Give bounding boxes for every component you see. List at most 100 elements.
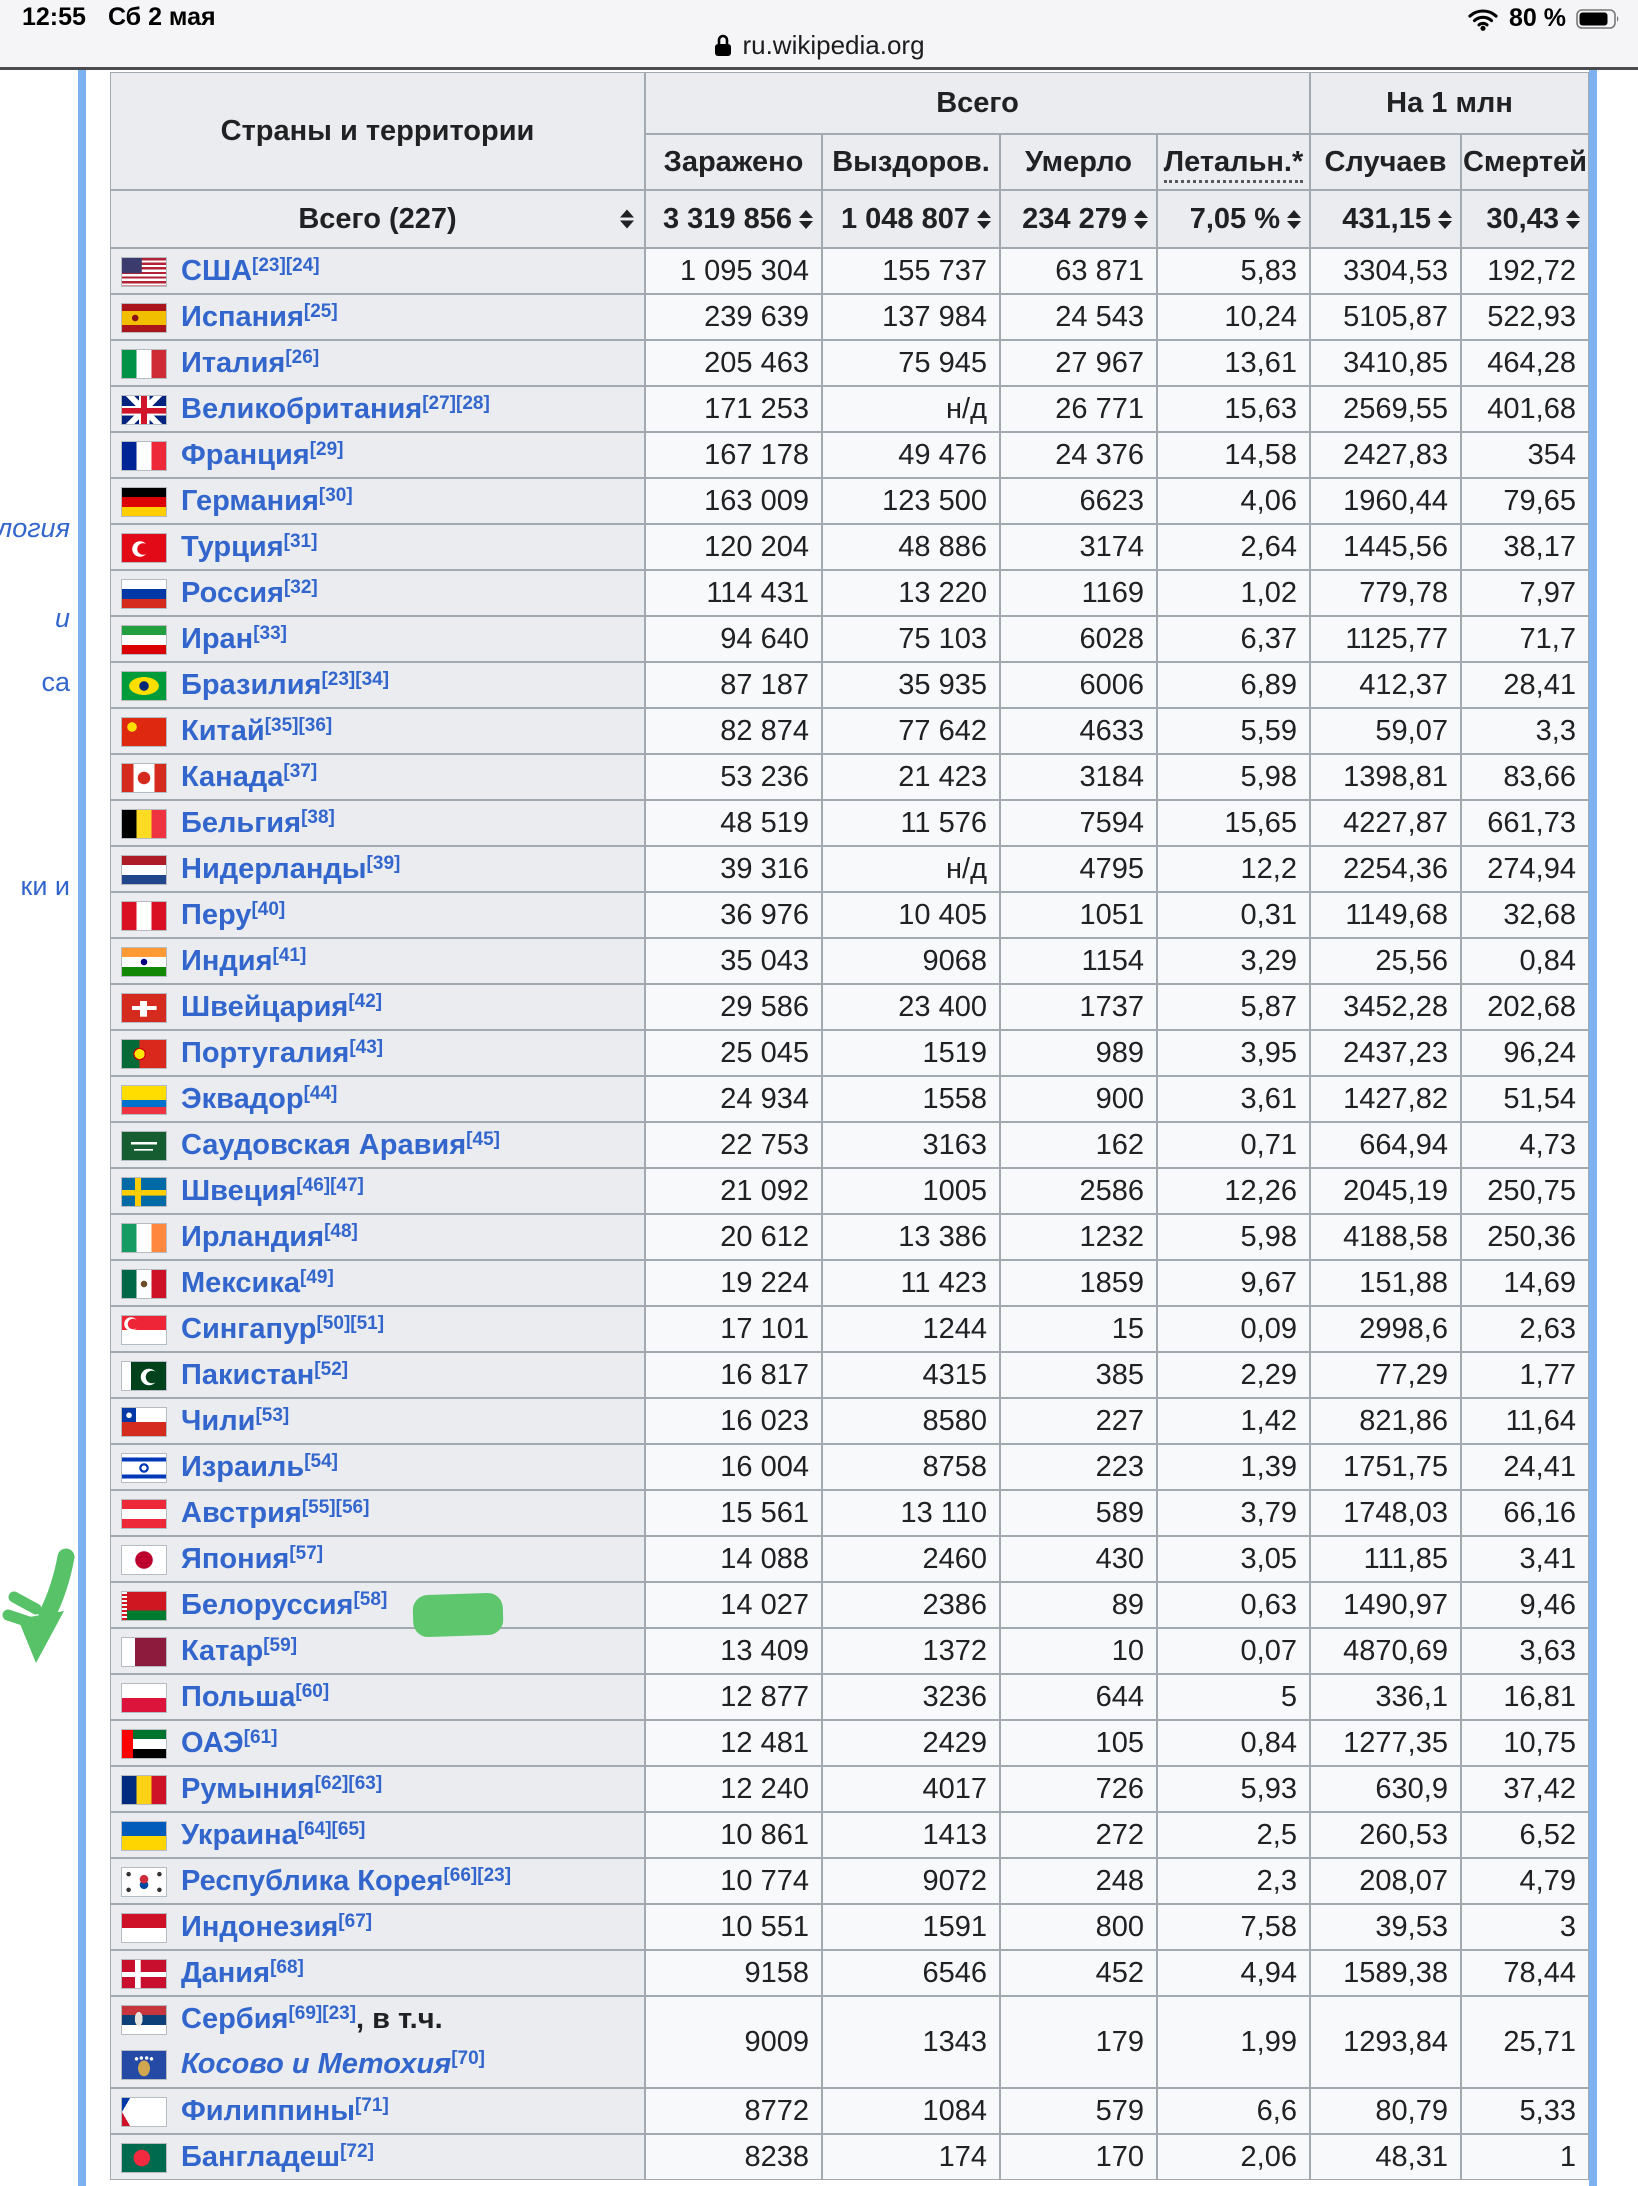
reference-links[interactable]: [23][34] xyxy=(321,669,390,690)
sort-icon[interactable] xyxy=(1287,210,1301,230)
sidebar-link-fragment[interactable]: и xyxy=(54,603,70,633)
country-link[interactable]: Великобритания xyxy=(181,393,423,425)
country-link[interactable]: Индия xyxy=(181,945,273,977)
reference-links[interactable]: [27][28] xyxy=(422,393,490,414)
country-link[interactable]: Республика Корея xyxy=(181,1865,444,1897)
url-bar[interactable]: ru.wikipedia.org xyxy=(0,26,1638,66)
country-link[interactable]: Дания xyxy=(181,1957,271,1989)
country-link[interactable]: Италия xyxy=(181,347,286,379)
reference-links[interactable]: [71] xyxy=(354,2095,389,2116)
country-link[interactable]: Бельгия xyxy=(181,807,302,839)
reference-links[interactable]: [72] xyxy=(340,2141,374,2162)
country-link[interactable]: Пакистан xyxy=(181,1359,315,1391)
value-cell: 354 xyxy=(1461,432,1589,478)
reference-links[interactable]: [26] xyxy=(285,347,320,368)
country-link[interactable]: Чили xyxy=(181,1405,256,1437)
sort-icon[interactable] xyxy=(977,210,991,230)
reference-links[interactable]: [61] xyxy=(243,1727,278,1748)
reference-links[interactable]: [43] xyxy=(349,1037,384,1058)
reference-links[interactable]: [57] xyxy=(289,1543,324,1564)
country-link[interactable]: Саудовская Аравия xyxy=(181,1129,467,1161)
country-link[interactable]: Косово и Метохия xyxy=(181,2048,452,2080)
country-link[interactable]: Канада xyxy=(181,761,284,793)
country-link[interactable]: Польша xyxy=(181,1681,296,1713)
reference-links[interactable]: [31] xyxy=(283,531,318,552)
reference-links[interactable]: [58] xyxy=(353,1589,388,1610)
reference-links[interactable]: [46][47] xyxy=(296,1175,364,1196)
reference-links[interactable]: [30] xyxy=(318,485,353,506)
country-link[interactable]: Австрия xyxy=(181,1497,302,1529)
country-link[interactable]: Перу xyxy=(181,899,252,931)
country-link[interactable]: Румыния xyxy=(181,1773,315,1805)
reference-links[interactable]: [60] xyxy=(295,1681,330,1702)
country-link[interactable]: Ирландия xyxy=(181,1221,325,1253)
country-link[interactable]: Бангладеш xyxy=(181,2141,341,2173)
reference-links[interactable]: [53] xyxy=(255,1405,290,1426)
sidebar-link-fragment[interactable]: логия xyxy=(0,513,70,543)
reference-links[interactable]: [38] xyxy=(301,807,335,828)
value-cell: 20 612 xyxy=(645,1214,822,1260)
country-link[interactable]: США xyxy=(181,255,253,287)
reference-links[interactable]: [49] xyxy=(300,1267,334,1288)
reference-links[interactable]: [68] xyxy=(270,1957,304,1978)
reference-links[interactable]: [32] xyxy=(283,577,318,598)
reference-links[interactable]: [41] xyxy=(272,945,307,966)
country-link[interactable]: Швейцария xyxy=(181,991,349,1023)
country-link[interactable]: Израиль xyxy=(181,1451,305,1483)
reference-links[interactable]: [64][65] xyxy=(297,1819,366,1840)
country-link[interactable]: Бразилия xyxy=(181,669,322,701)
country-link[interactable]: Испания xyxy=(181,301,304,333)
reference-links[interactable]: [40] xyxy=(251,899,286,920)
country-link[interactable]: Япония xyxy=(181,1543,290,1575)
country-link[interactable]: Катар xyxy=(181,1635,264,1667)
reference-links[interactable]: [23][24] xyxy=(252,255,320,276)
country-link[interactable]: Китай xyxy=(181,715,265,747)
country-link[interactable]: Нидерланды xyxy=(181,853,367,885)
country-link[interactable]: Швеция xyxy=(181,1175,297,1207)
country-link[interactable]: Сербия xyxy=(181,2003,289,2035)
country-link[interactable]: Франция xyxy=(181,439,310,471)
sort-icon[interactable] xyxy=(1134,210,1148,230)
reference-links[interactable]: [37] xyxy=(283,761,318,782)
col-header-lethality[interactable]: Летальн.* xyxy=(1157,134,1310,190)
sort-icon[interactable] xyxy=(799,210,813,230)
reference-links[interactable]: [45] xyxy=(466,1129,500,1150)
country-link[interactable]: Португалия xyxy=(181,1037,350,1069)
reference-links[interactable]: [66][23] xyxy=(443,1865,512,1886)
reference-links[interactable]: [29] xyxy=(309,439,344,460)
reference-links[interactable]: [59] xyxy=(263,1635,298,1656)
reference-links[interactable]: [50][51] xyxy=(316,1313,385,1334)
country-link[interactable]: Индонезия xyxy=(181,1911,339,1943)
reference-links[interactable]: [55][56] xyxy=(301,1497,370,1518)
reference-links[interactable]: [54] xyxy=(304,1451,338,1472)
sort-icon[interactable] xyxy=(620,209,634,229)
reference-links[interactable]: [70] xyxy=(451,2048,486,2069)
country-link[interactable]: Эквадор xyxy=(181,1083,304,1115)
reference-links[interactable]: [62][63] xyxy=(314,1773,383,1794)
reference-links[interactable]: [52] xyxy=(314,1359,349,1380)
sidebar-link-fragment[interactable]: ки и xyxy=(20,871,70,901)
value-cell: 589 xyxy=(1000,1490,1157,1536)
country-link[interactable]: ОАЭ xyxy=(181,1727,244,1759)
reference-links[interactable]: [44] xyxy=(303,1083,338,1104)
reference-links[interactable]: [39] xyxy=(366,853,401,874)
country-link[interactable]: Мексика xyxy=(181,1267,301,1299)
country-link[interactable]: Турция xyxy=(181,531,284,563)
reference-links[interactable]: [69][23] xyxy=(288,2003,357,2024)
reference-links[interactable]: [25] xyxy=(303,301,338,322)
sort-icon[interactable] xyxy=(1566,210,1580,230)
reference-links[interactable]: [67] xyxy=(338,1911,373,1932)
reference-links[interactable]: [42] xyxy=(348,991,383,1012)
country-link[interactable]: Россия xyxy=(181,577,284,609)
country-link[interactable]: Украина xyxy=(181,1819,298,1851)
country-link[interactable]: Белоруссия xyxy=(181,1589,354,1621)
reference-links[interactable]: [33] xyxy=(253,623,287,644)
reference-links[interactable]: [35][36] xyxy=(264,715,333,736)
sort-icon[interactable] xyxy=(1438,210,1452,230)
reference-links[interactable]: [48] xyxy=(324,1221,358,1242)
country-link[interactable]: Германия xyxy=(181,485,319,517)
country-link[interactable]: Сингапур xyxy=(181,1313,317,1345)
sidebar-link-fragment[interactable]: са xyxy=(41,667,70,697)
country-link[interactable]: Иран xyxy=(181,623,254,655)
country-link[interactable]: Филиппины xyxy=(181,2095,355,2127)
